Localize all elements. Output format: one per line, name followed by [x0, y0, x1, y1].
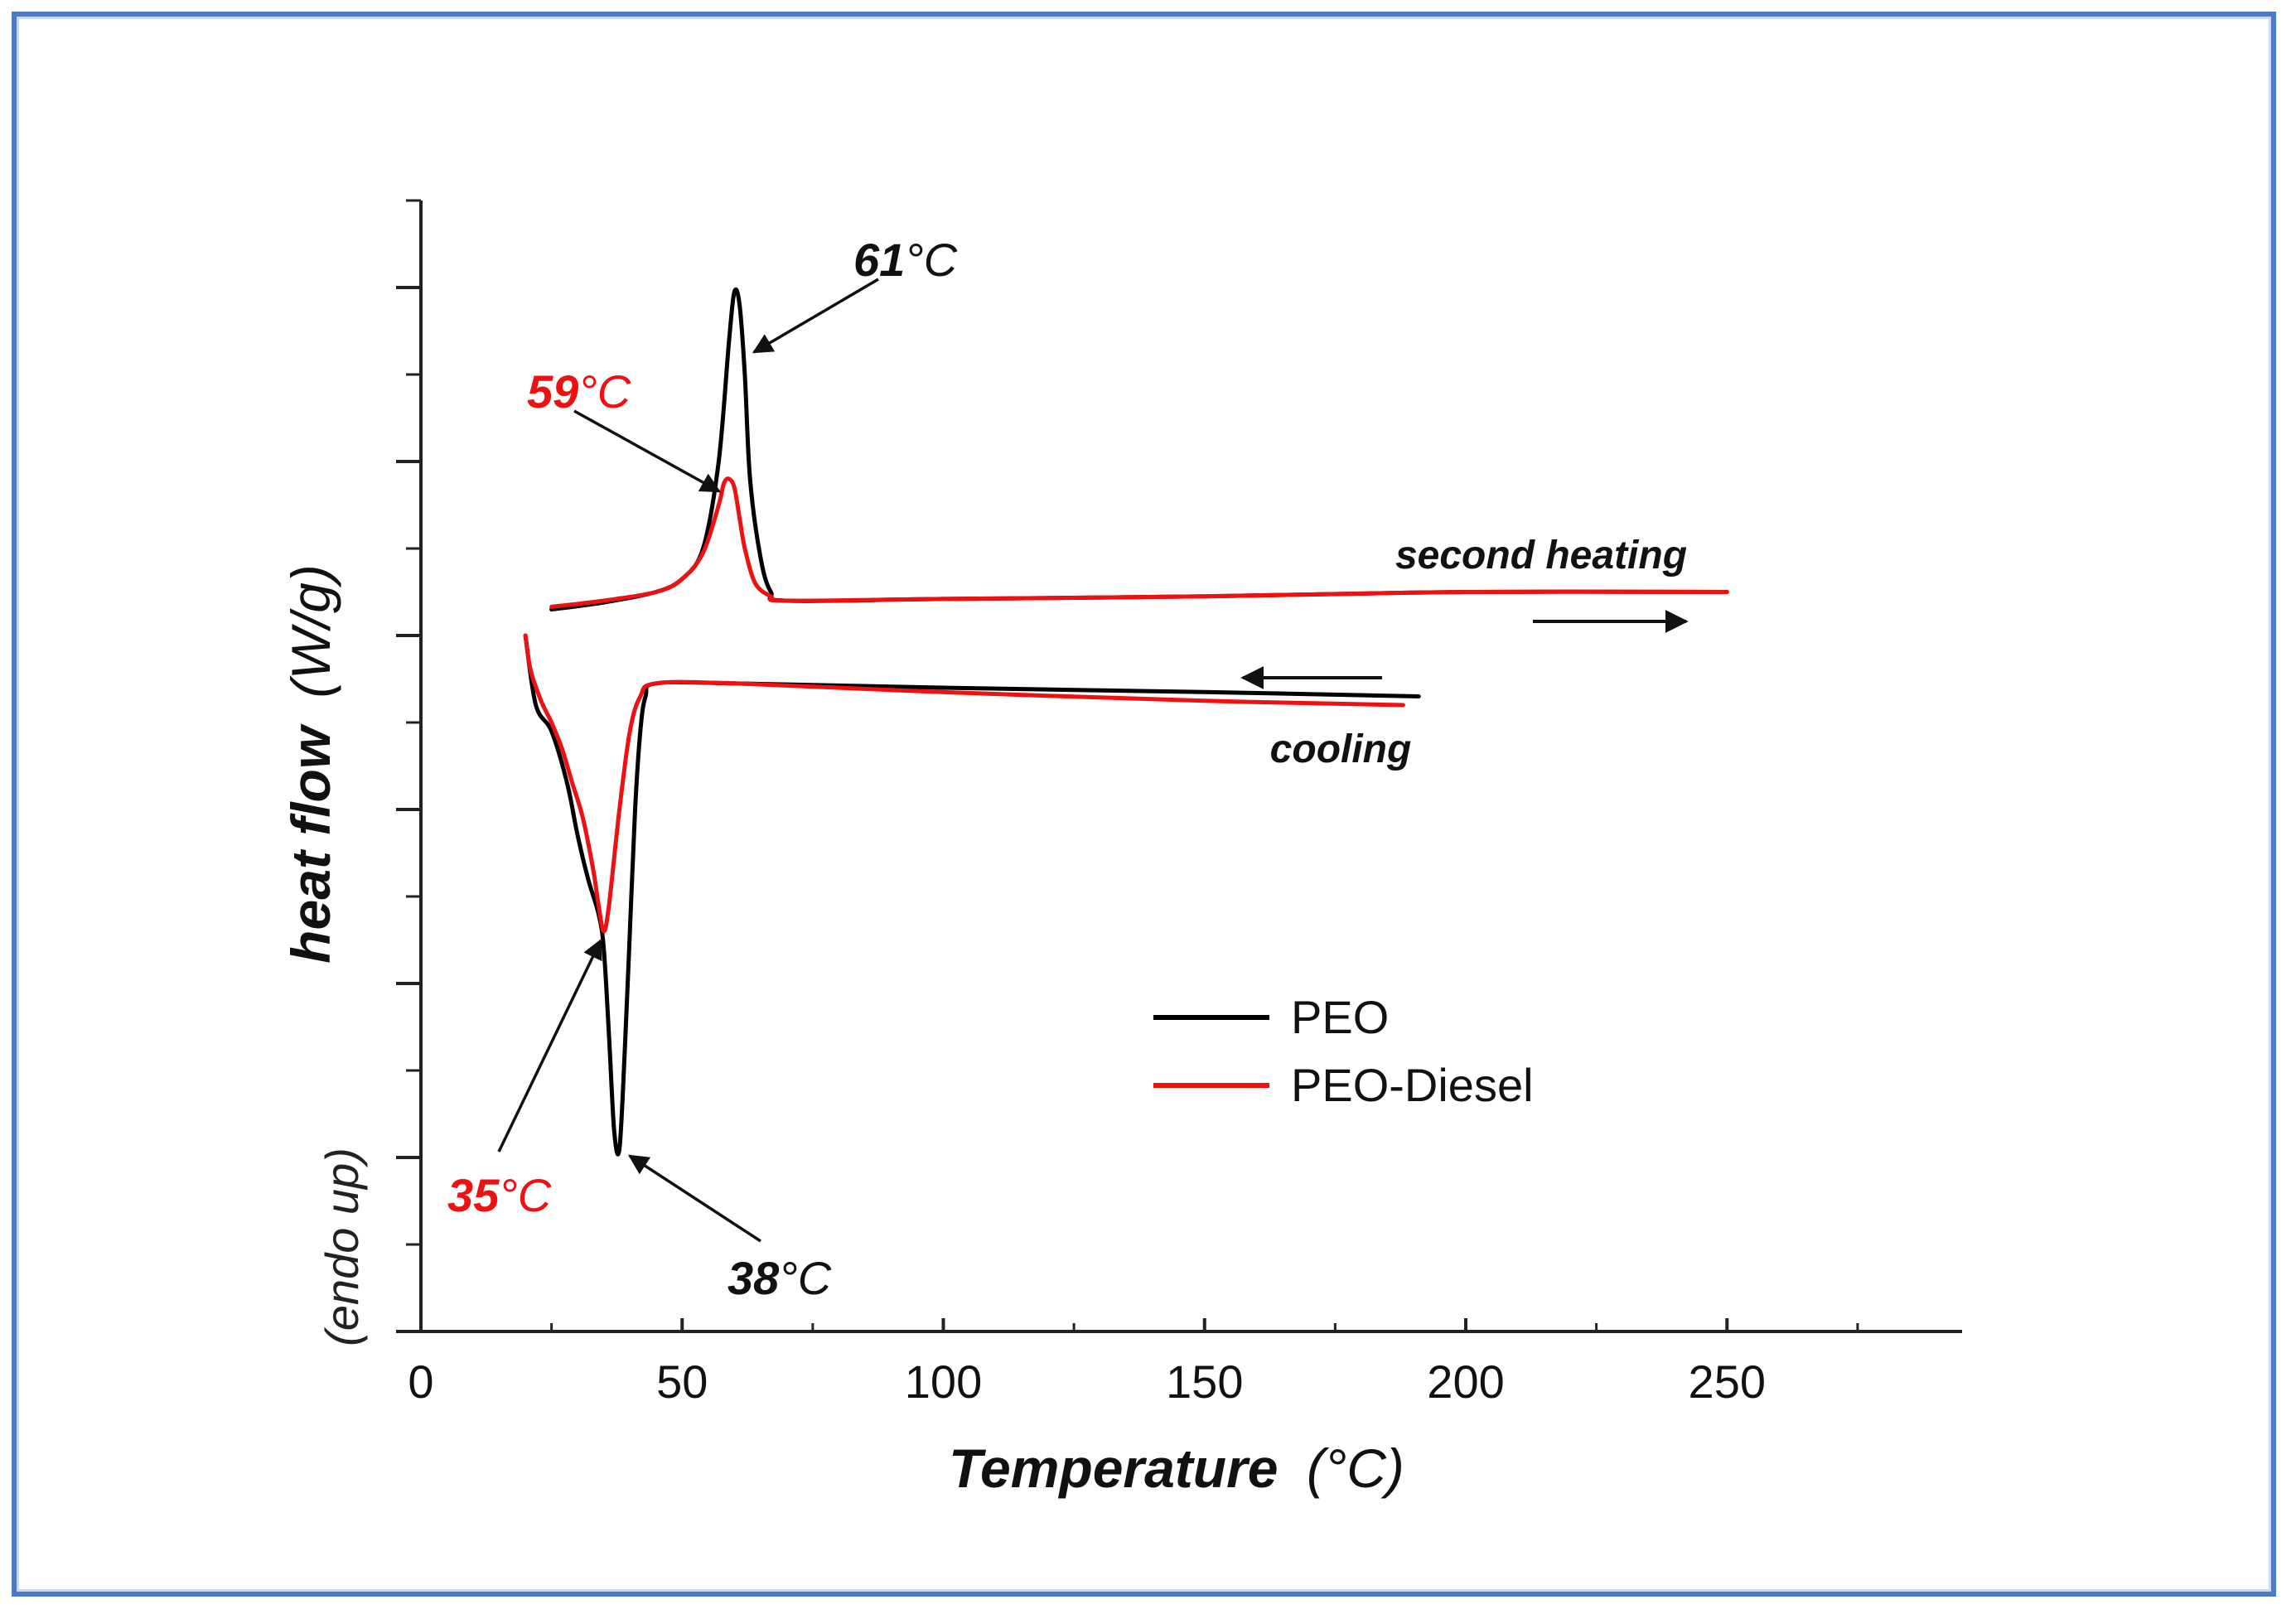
pointer-59	[573, 409, 722, 493]
x-tick-label: 0	[408, 1355, 433, 1408]
y-axis-note-group: (endo up)	[316, 1148, 368, 1346]
y-axis-title-unit: (W/g)	[280, 564, 341, 698]
annotation-61: 61°C	[853, 234, 958, 286]
annotation-38: 38°C	[727, 1252, 832, 1304]
x-axis-title-unit: (°C)	[1307, 1438, 1404, 1499]
y-axis-title-group: heat flow (W/g)	[280, 564, 341, 964]
label-second-heating: second heating	[1395, 534, 1687, 577]
legend-label-peo-diesel: PEO-Diesel	[1291, 1059, 1534, 1111]
label-cooling: cooling	[1270, 727, 1412, 771]
pointer-38	[627, 1154, 761, 1243]
y-ticks	[396, 199, 421, 1333]
annotation-35: 35°C	[447, 1169, 552, 1221]
pointer-35	[497, 938, 602, 1153]
series-peo-cooling	[523, 633, 1421, 1157]
x-tick-label: 200	[1427, 1355, 1504, 1408]
x-axis-title: Temperature (°C)	[949, 1438, 1404, 1499]
x-ticks: 0 50 100 150 200 250	[408, 1318, 1859, 1408]
series-peo-diesel-second-heating	[549, 476, 1729, 609]
y-axis-title: heat flow (W/g)	[280, 564, 341, 964]
series-peo-diesel-cooling	[523, 633, 1405, 934]
pointer-61	[752, 278, 879, 354]
peak-annotations: 61°C 59°C 35°C 38°C	[447, 234, 958, 1304]
legend-label-peo: PEO	[1291, 991, 1389, 1043]
axes: 0 50 100 150 200 250	[396, 199, 1962, 1408]
y-axis-note: (endo up)	[316, 1148, 368, 1346]
x-tick-label: 250	[1689, 1355, 1766, 1408]
annotation-59: 59°C	[527, 365, 631, 418]
x-axis-title-main: Temperature	[949, 1438, 1278, 1499]
legend: PEO PEO-Diesel	[1153, 991, 1534, 1111]
curves	[523, 287, 1729, 1157]
x-tick-label: 50	[656, 1355, 708, 1408]
x-tick-label: 100	[905, 1355, 982, 1408]
y-axis-title-main: heat flow	[280, 723, 341, 964]
x-tick-label: 150	[1166, 1355, 1243, 1408]
